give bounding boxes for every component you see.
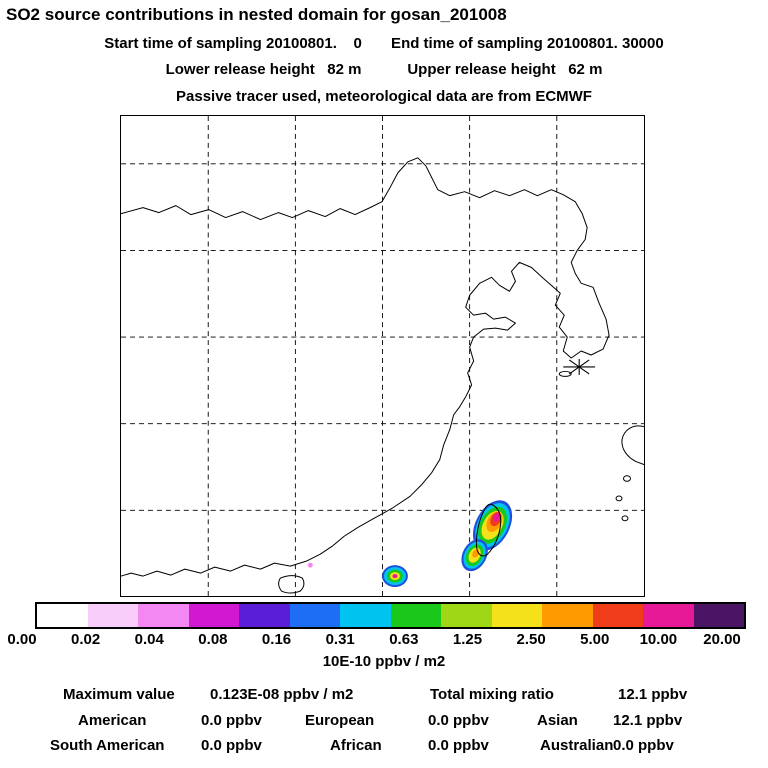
receptor-star-icon bbox=[563, 358, 596, 375]
colorbar-segment bbox=[340, 604, 391, 627]
colorbar-tick-label: 0.00 bbox=[7, 631, 37, 648]
colorbar-segment bbox=[37, 604, 88, 627]
map-panel bbox=[120, 115, 645, 597]
colorbar-tick-label: 0.08 bbox=[198, 631, 228, 648]
plume-small bbox=[382, 565, 408, 588]
region-value-australian: 0.0 ppbv bbox=[613, 737, 674, 754]
ryukyu-island-1 bbox=[622, 475, 631, 482]
region-stats-row-1: American 0.0 ppbv European 0.0 ppbv Asia… bbox=[0, 712, 768, 732]
region-value-european: 0.0 ppbv bbox=[428, 712, 489, 729]
max-value-label: Maximum value bbox=[63, 686, 175, 703]
colorbar-segment bbox=[390, 604, 441, 627]
region-label-african: African bbox=[330, 737, 382, 754]
region-label-asian: Asian bbox=[537, 712, 578, 729]
jeju-island bbox=[558, 370, 572, 377]
grid-lines bbox=[121, 116, 644, 596]
region-value-south-american: 0.0 ppbv bbox=[201, 737, 262, 754]
colorbar-tick-label: 0.04 bbox=[134, 631, 164, 648]
colorbar-tick-label: 20.00 bbox=[703, 631, 741, 648]
colorbar-ticks: 0.00 0.02 0.04 0.08 0.16 0.31 0.63 1.25 2.50 5.00… bbox=[0, 631, 768, 649]
colorbar-segment bbox=[643, 604, 694, 627]
colorbar-segment bbox=[592, 604, 643, 627]
kyushu-coast-path bbox=[621, 425, 644, 466]
total-ratio-label: Total mixing ratio bbox=[430, 686, 554, 703]
region-value-asian: 12.1 ppbv bbox=[613, 712, 683, 729]
plume-speck bbox=[307, 562, 313, 568]
colorbar-tick-label: 0.16 bbox=[261, 631, 292, 648]
plot-title: SO2 source contributions in nested domai… bbox=[6, 5, 507, 24]
sampling-times-line: Start time of sampling 20100801. 0 End t… bbox=[104, 35, 664, 52]
mainland-coastline-path bbox=[121, 157, 610, 577]
region-label-american: American bbox=[78, 712, 147, 729]
colorbar-segment bbox=[491, 604, 542, 627]
colorbar-units-label: 10E-10 ppbv / m2 bbox=[322, 653, 446, 670]
region-label-european: European bbox=[305, 712, 375, 729]
colorbar-tick-label: 0.31 bbox=[325, 631, 355, 648]
region-stats-row-2: South American 0.0 ppbv African 0.0 ppbv… bbox=[0, 737, 768, 757]
colorbar-segment bbox=[289, 604, 340, 627]
region-value-african: 0.0 ppbv bbox=[428, 737, 489, 754]
colorbar-tick-label: 0.63 bbox=[389, 631, 419, 648]
colorbar-segment bbox=[87, 604, 138, 627]
colorbar-tick-label: 0.02 bbox=[71, 631, 101, 648]
total-ratio-value: 12.1 ppbv bbox=[618, 686, 688, 703]
ryukyu-island-3 bbox=[621, 515, 629, 522]
tracer-note-line: Passive tracer used, meteorological data… bbox=[176, 88, 592, 105]
max-value: 0.123E-08 ppbv / m2 bbox=[210, 686, 354, 703]
plume-taiwan-lower-lobe bbox=[461, 539, 488, 572]
map-svg bbox=[121, 116, 644, 596]
colorbar-segment bbox=[239, 604, 290, 627]
colorbar-tick-label: 10.00 bbox=[639, 631, 678, 648]
colorbar-segment bbox=[441, 604, 492, 627]
ryukyu-island-2 bbox=[615, 495, 623, 502]
south-island-path bbox=[278, 575, 305, 594]
colorbar-segment bbox=[138, 604, 189, 627]
colorbar-segment bbox=[542, 604, 593, 627]
release-heights-line: Lower release height 82 m Upper release … bbox=[165, 61, 603, 78]
region-label-australian: Australian bbox=[540, 737, 614, 754]
max-total-row: Maximum value 0.123E-08 ppbv / m2 Total … bbox=[0, 686, 768, 706]
colorbar-segment bbox=[693, 604, 744, 627]
colorbar-tick-label: 1.25 bbox=[452, 631, 483, 648]
colorbar-tick-label: 5.00 bbox=[580, 631, 610, 648]
region-label-south-american: South American bbox=[50, 737, 165, 754]
coastline bbox=[121, 157, 644, 594]
taiwan-island-path bbox=[475, 503, 502, 557]
colorbar-segment bbox=[188, 604, 239, 627]
colorbar-tick-label: 2.50 bbox=[516, 631, 546, 648]
region-value-american: 0.0 ppbv bbox=[201, 712, 262, 729]
colorbar bbox=[35, 602, 746, 629]
